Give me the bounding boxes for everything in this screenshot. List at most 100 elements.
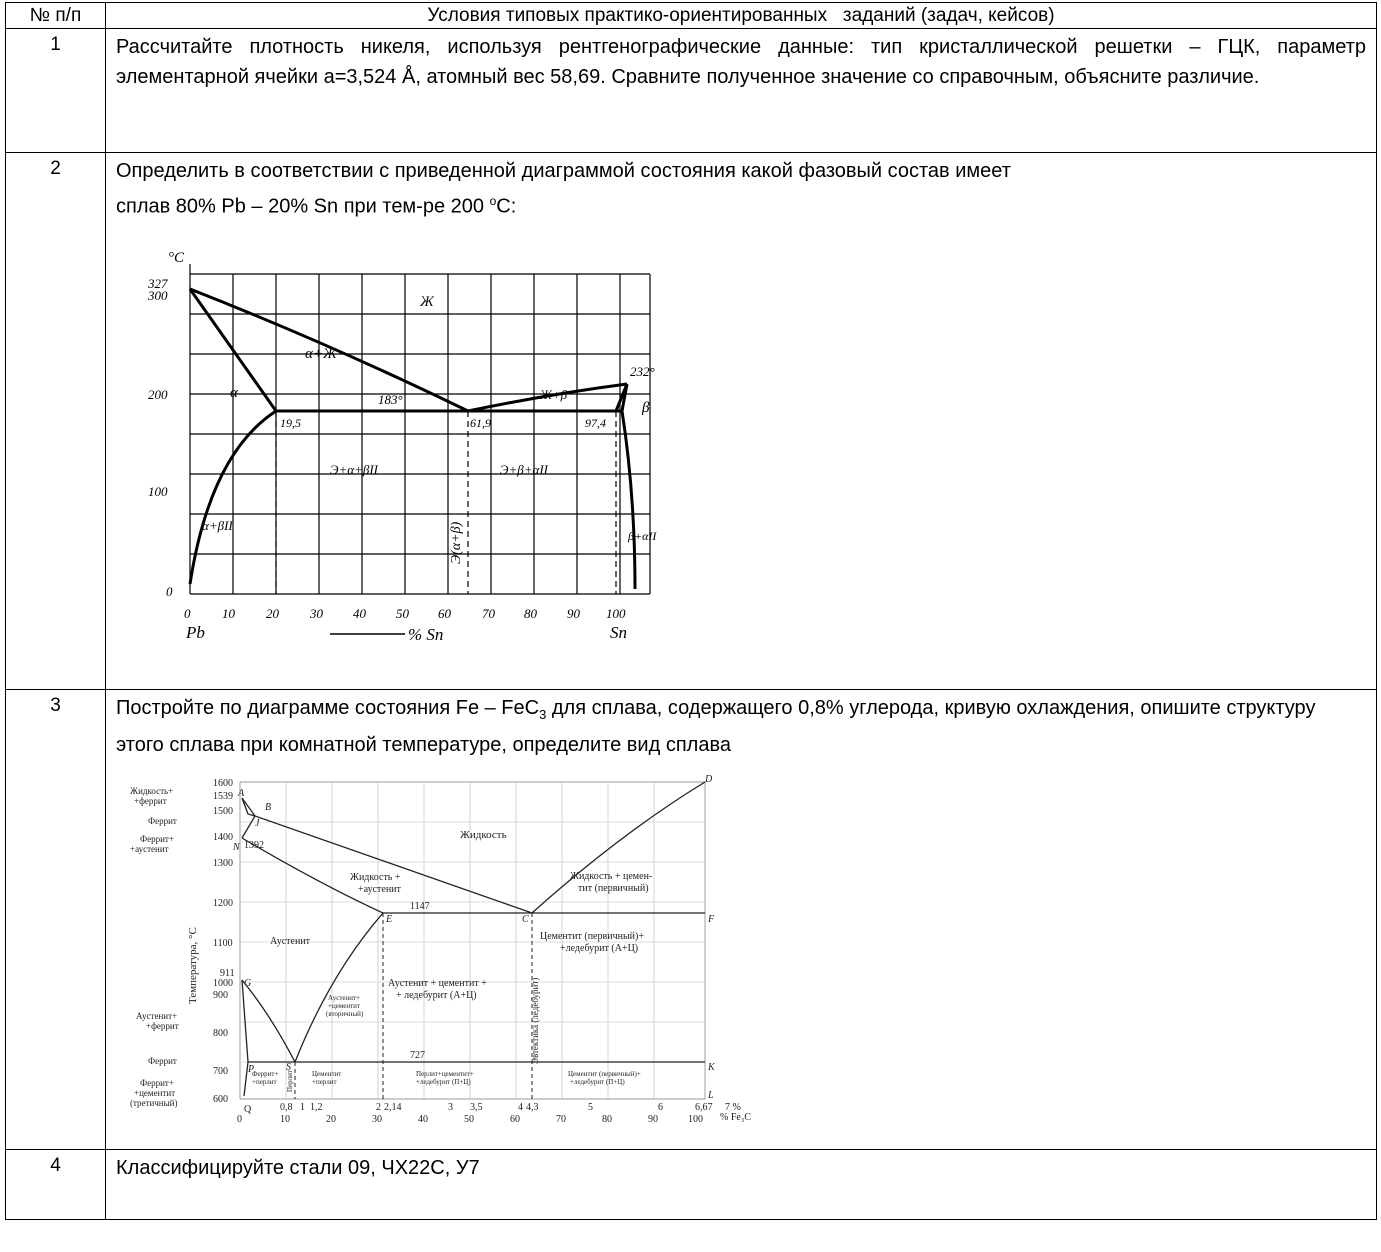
svg-text:Феррит+: Феррит+ xyxy=(140,1078,174,1088)
svg-text:L: L xyxy=(707,1090,714,1101)
svg-text:80: 80 xyxy=(602,1114,612,1124)
svg-text:60: 60 xyxy=(510,1114,520,1124)
row-number: 4 xyxy=(5,1149,106,1220)
svg-text:30: 30 xyxy=(372,1114,382,1124)
svg-text:Феррит+: Феррит+ xyxy=(140,834,174,844)
svg-text:α+βII: α+βII xyxy=(202,518,233,533)
svg-text:Sn: Sn xyxy=(610,623,627,642)
svg-text:Температура, °С: Температура, °С xyxy=(187,927,199,1004)
svg-text:1539: 1539 xyxy=(213,791,233,802)
svg-text:N: N xyxy=(232,842,241,853)
svg-text:°C: °C xyxy=(168,250,185,266)
task-text: Определить в соответствии с приведенной … xyxy=(116,160,1011,218)
svg-text:4,3: 4,3 xyxy=(526,1102,539,1113)
svg-text:2,14: 2,14 xyxy=(384,1102,402,1113)
svg-text:Аустенит: Аустенит xyxy=(270,936,311,947)
svg-text:19,5: 19,5 xyxy=(280,416,301,430)
svg-text:Pb: Pb xyxy=(185,623,205,642)
svg-text:β+αII: β+αII xyxy=(627,529,657,543)
svg-text:4: 4 xyxy=(518,1102,523,1113)
svg-text:Жидкость +: Жидкость + xyxy=(350,872,401,883)
svg-text:61,9: 61,9 xyxy=(470,416,491,430)
svg-text:Аустенит + цементит +: Аустенит + цементит + xyxy=(388,978,487,989)
svg-text:+аустенит: +аустенит xyxy=(358,884,402,895)
svg-text:1000: 1000 xyxy=(213,978,233,989)
task-text: Классифицируйте стали 09, ЧХ22С, У7 xyxy=(105,1149,1377,1220)
svg-text:Цементит (первичный)+: Цементит (первичный)+ xyxy=(568,1070,641,1078)
svg-text:Перлит: Перлит xyxy=(286,1070,294,1092)
svg-text:Аустенит+: Аустенит+ xyxy=(328,994,360,1002)
svg-text:20: 20 xyxy=(266,606,280,621)
svg-text:100: 100 xyxy=(688,1114,703,1124)
svg-text:Э(α+β): Э(α+β) xyxy=(449,521,464,564)
svg-text:S: S xyxy=(286,1062,291,1073)
svg-text:100: 100 xyxy=(148,484,168,499)
svg-text:B: B xyxy=(265,802,271,813)
svg-text:0: 0 xyxy=(166,584,173,599)
svg-text:1500: 1500 xyxy=(213,806,233,817)
svg-text:Ж+β: Ж+β xyxy=(539,387,568,402)
svg-text:900: 900 xyxy=(213,990,228,1001)
svg-text:0: 0 xyxy=(237,1114,242,1124)
svg-text:1200: 1200 xyxy=(213,898,233,909)
svg-text:7 %: 7 % xyxy=(725,1102,741,1113)
svg-text:+ледебурит (П+Ц): +ледебурит (П+Ц) xyxy=(416,1078,471,1086)
svg-text:A: A xyxy=(237,788,245,799)
task-cell: Постройте по диаграмме состояния Fe – Fe… xyxy=(105,689,1377,1150)
svg-text:700: 700 xyxy=(213,1066,228,1077)
svg-text:Э+α+βII: Э+α+βII xyxy=(330,462,379,477)
svg-text:1147: 1147 xyxy=(410,901,430,912)
svg-text:300: 300 xyxy=(147,288,168,303)
svg-text:Ж: Ж xyxy=(419,294,435,310)
svg-text:Цементит: Цементит xyxy=(312,1070,341,1078)
table-row: 4 Классифицируйте стали 09, ЧХ22С, У7 xyxy=(5,1149,1377,1220)
svg-text:727: 727 xyxy=(410,1050,425,1061)
table-row: 1 Рассчитайте плотность никеля, использу… xyxy=(5,28,1377,153)
svg-text:100: 100 xyxy=(606,606,626,621)
svg-text:P: P xyxy=(247,1064,254,1075)
svg-text:Жидкость: Жидкость xyxy=(460,829,507,841)
svg-text:800: 800 xyxy=(213,1028,228,1039)
svg-text:2: 2 xyxy=(376,1102,381,1113)
svg-text:1400: 1400 xyxy=(213,832,233,843)
svg-text:E: E xyxy=(385,914,392,925)
task-text: Рассчитайте плотность никеля, используя … xyxy=(105,28,1377,153)
svg-text:3: 3 xyxy=(448,1102,453,1113)
svg-text:D: D xyxy=(704,774,713,785)
svg-text:Цементит (первичный)+: Цементит (первичный)+ xyxy=(540,931,644,942)
pb-sn-phase-diagram: °C 327 300 200 100 0 0 10 20 30 40 50 60… xyxy=(147,250,657,644)
svg-text:70: 70 xyxy=(482,606,496,621)
svg-text:40: 40 xyxy=(418,1114,428,1124)
svg-text:G: G xyxy=(244,978,251,989)
svg-text:α: α xyxy=(230,385,239,401)
svg-text:тит (первичный): тит (первичный) xyxy=(578,883,649,894)
row-number: 2 xyxy=(5,152,106,690)
svg-text:1: 1 xyxy=(300,1102,305,1113)
svg-text:Q: Q xyxy=(244,1104,252,1115)
svg-text:50: 50 xyxy=(464,1114,474,1124)
svg-text:1600: 1600 xyxy=(213,778,233,789)
svg-text:Феррит: Феррит xyxy=(148,816,177,826)
svg-text:3,5: 3,5 xyxy=(470,1102,483,1113)
svg-text:Жидкость + цемен-: Жидкость + цемен- xyxy=(570,871,652,882)
header-num: № п/п xyxy=(5,2,106,29)
svg-text:1392: 1392 xyxy=(244,840,264,851)
svg-text:% Sn: % Sn xyxy=(408,625,443,644)
svg-text:10: 10 xyxy=(280,1114,290,1124)
svg-text:(вторичный): (вторичный) xyxy=(326,1010,364,1018)
svg-text:6,67: 6,67 xyxy=(695,1102,713,1113)
svg-text:+ледебурит (А+Ц): +ледебурит (А+Ц) xyxy=(560,943,638,954)
svg-text:Аустенит+: Аустенит+ xyxy=(136,1011,177,1021)
svg-text:Феррит+: Феррит+ xyxy=(252,1070,278,1078)
svg-text:C: C xyxy=(522,914,529,925)
svg-text:+перлит: +перлит xyxy=(312,1078,337,1086)
svg-text:+феррит: +феррит xyxy=(134,796,167,806)
table-header-row: № п/п Условия типовых практико-ориентиро… xyxy=(5,2,1377,29)
svg-text:911: 911 xyxy=(220,968,235,979)
svg-text:Феррит: Феррит xyxy=(148,1056,177,1066)
tasks-table: № п/п Условия типовых практико-ориентиро… xyxy=(5,2,1377,1220)
svg-text:1,2: 1,2 xyxy=(310,1102,323,1113)
header-task: Условия типовых практико-ориентированных… xyxy=(105,2,1377,29)
svg-text:(третичный): (третичный) xyxy=(130,1098,178,1108)
svg-text:97,4: 97,4 xyxy=(585,416,606,430)
